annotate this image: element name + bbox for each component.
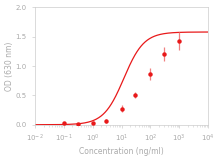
X-axis label: Concentration (ng/ml): Concentration (ng/ml) (79, 147, 164, 156)
Y-axis label: OD (630 nm): OD (630 nm) (5, 41, 14, 91)
